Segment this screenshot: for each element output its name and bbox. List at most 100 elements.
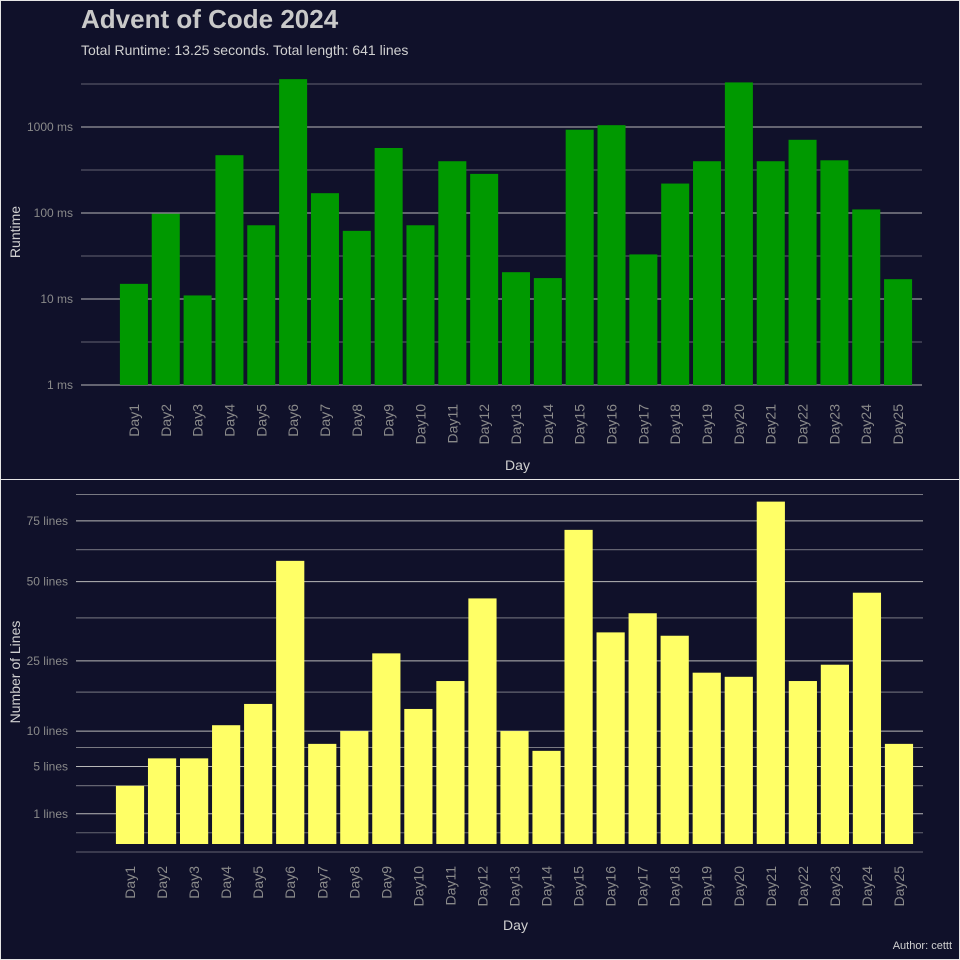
bar-day20: [724, 82, 753, 385]
x-tick-label: Day4: [221, 404, 237, 437]
bar-day17: [629, 254, 658, 385]
chart-subtitle: Total Runtime: 13.25 seconds. Total leng…: [81, 42, 409, 58]
x-tick-label: Day13: [507, 866, 523, 907]
bar-day8: [342, 230, 371, 385]
x-tick-label: Day13: [508, 404, 524, 445]
runtime-chart: 1 ms 10 ms 100 ms 1000 ms Day1 Day2 Day3 Day4 Da…: [7, 79, 922, 473]
x-tick-label: Day6: [285, 404, 301, 437]
bar-day21: [756, 501, 785, 844]
bar-day12: [470, 173, 499, 385]
x-tick-label: Day10: [410, 866, 426, 907]
bar-day18: [661, 183, 690, 385]
y-tick-label: 10 lines: [27, 724, 68, 738]
bar-day7: [308, 743, 337, 844]
x-tick-label: Day17: [635, 866, 651, 907]
bar-day3: [180, 758, 209, 844]
bar-day24: [852, 592, 882, 844]
y-axis-title: Runtime: [7, 206, 23, 258]
bar-day12: [468, 598, 497, 844]
x-tick-label: Day16: [603, 866, 619, 907]
x-tick-label: Day9: [381, 404, 397, 437]
x-tick-label: Day23: [827, 866, 843, 907]
bar-day9: [372, 653, 401, 844]
x-tick-label: Day18: [667, 404, 683, 445]
bar-day6: [279, 79, 308, 385]
bar-day14: [533, 278, 562, 385]
x-tick-label: Day14: [540, 404, 556, 445]
bar-day15: [564, 529, 593, 844]
x-axis-title: Day: [505, 457, 530, 473]
x-tick-label: Day5: [250, 866, 266, 899]
bar-day4: [212, 725, 241, 844]
x-tick-label: Day10: [412, 404, 428, 445]
bar-day16: [597, 125, 626, 385]
y-tick-label: 50 lines: [27, 575, 68, 589]
x-tick-label: Day25: [891, 866, 907, 907]
x-tick-label: Day24: [858, 404, 874, 445]
bar-day5: [247, 225, 276, 385]
bar-day10: [406, 225, 435, 385]
bar-day11: [438, 161, 467, 385]
bar-day1: [119, 283, 148, 385]
bar-day13: [501, 272, 531, 385]
bar-day10: [404, 708, 433, 844]
x-tick-label: Day5: [253, 404, 269, 437]
x-tick-label: Day6: [282, 866, 298, 899]
x-tick-label: Day15: [571, 866, 587, 907]
bar-day8: [340, 731, 369, 844]
bar-day2: [151, 213, 180, 385]
x-tick-label: Day8: [349, 404, 365, 437]
x-tick-label: Day7: [314, 866, 330, 899]
x-tick-label: Day20: [731, 404, 747, 445]
bar-day5: [244, 703, 273, 844]
y-tick-label: 1000 ms: [27, 120, 73, 134]
bar-day14: [532, 750, 561, 844]
x-tick-label: Day15: [572, 404, 588, 445]
bar-day13: [500, 731, 529, 844]
y-tick-label: 1 lines: [33, 807, 68, 821]
x-tick-label: Day2: [158, 404, 174, 437]
lines-chart: 1 lines 5 lines 10 lines 25 lines 50 lines 75…: [7, 494, 923, 933]
x-tick-label: Day21: [763, 866, 779, 907]
bar-day1: [115, 785, 145, 844]
x-tick-label: Day19: [699, 866, 715, 907]
x-tick-label: Day8: [346, 866, 362, 899]
bar-day2: [147, 758, 177, 844]
x-tick-label: Day2: [154, 866, 170, 899]
bar-day17: [628, 613, 657, 844]
x-tick-label: Day21: [763, 404, 779, 445]
x-tick-label: Day18: [667, 866, 683, 907]
x-tick-label: Day3: [190, 404, 206, 437]
bar-day20: [724, 676, 753, 844]
x-tick-label: Day14: [539, 866, 555, 907]
y-tick-label: 1 ms: [47, 378, 73, 392]
x-tick-label: Day22: [795, 866, 811, 907]
y-tick-label: 10 ms: [40, 292, 73, 306]
author-caption: Author: cettt: [892, 940, 952, 952]
x-tick-label: Day9: [378, 866, 394, 899]
bar-day23: [820, 160, 849, 385]
x-tick-label: Day19: [699, 404, 715, 445]
x-tick-label: Day17: [635, 404, 651, 445]
x-tick-label: Day1: [126, 404, 142, 437]
x-tick-label: Day22: [795, 404, 811, 445]
x-tick-label: Day16: [604, 404, 620, 445]
bar-day19: [693, 161, 722, 385]
x-tick-label: Day3: [186, 866, 202, 899]
x-tick-label: Day7: [317, 404, 333, 437]
bar-day25: [884, 279, 913, 385]
bar-day16: [596, 632, 625, 844]
bar-day24: [852, 209, 881, 385]
y-axis-title: Number of Lines: [7, 621, 23, 724]
x-tick-label: Day4: [218, 866, 234, 899]
bar-day4: [215, 155, 244, 385]
x-tick-label: Day23: [826, 404, 842, 445]
chart-title: Advent of Code 2024: [81, 4, 339, 34]
bar-day21: [756, 161, 785, 385]
bar-day7: [310, 193, 339, 385]
bar-day23: [820, 664, 849, 844]
bar-day6: [276, 560, 305, 844]
y-tick-label: 75 lines: [27, 514, 68, 528]
bar-day3: [183, 295, 212, 385]
